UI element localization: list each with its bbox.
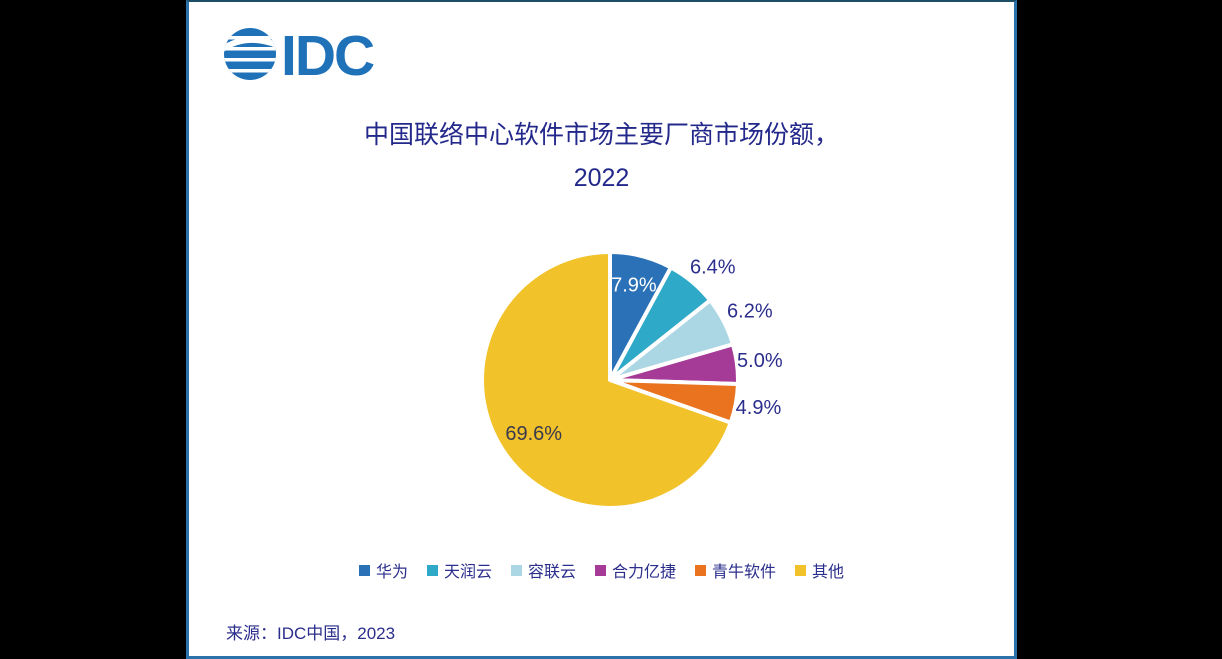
legend-label: 天润云: [443, 564, 492, 581]
legend-item-天润云: 天润云: [426, 558, 492, 582]
pie-label-合力亿捷: 5.0%: [737, 350, 783, 372]
pie-slice-其他: [480, 250, 733, 510]
chart-title-line2: 2022: [573, 164, 630, 192]
legend-item-华为: 华为: [358, 558, 408, 582]
legend-label: 合力亿捷: [612, 564, 677, 581]
legend-label: 青牛软件: [712, 564, 777, 581]
legend-item-青牛软件: 青牛软件: [695, 558, 776, 582]
legend-swatch-icon: [595, 564, 606, 576]
legend-label: 其他: [812, 564, 845, 581]
source-note: 来源：IDC中国，2023: [226, 624, 396, 643]
chart-title: 中国联络中心软件市场主要厂商市场份额， 2022: [189, 114, 1014, 200]
chart-card: IDC 中国联络中心软件市场主要厂商市场份额， 2022 7.9% 6.4% 6.2…: [186, 0, 1017, 659]
idc-logo: IDC: [224, 24, 376, 86]
pie-label-其他: 69.6%: [505, 423, 562, 445]
legend-swatch-icon: [426, 564, 438, 576]
legend-swatch-icon: [695, 564, 707, 576]
pie-label-青牛软件: 4.9%: [736, 397, 782, 419]
chart-legend: 华为 天润云 容联云 合力亿捷 青牛软件 其他: [189, 558, 1014, 582]
legend-label: 容联云: [527, 564, 576, 581]
chart-title-line1: 中国联络中心软件市场主要厂商市场份额，: [363, 121, 839, 149]
legend-item-合力亿捷: 合力亿捷: [595, 558, 676, 582]
legend-swatch-icon: [510, 564, 522, 576]
legend-item-容联云: 容联云: [510, 558, 576, 582]
pie-label-华为: 7.9%: [611, 275, 657, 297]
idc-globe-icon: [224, 28, 276, 80]
legend-item-其他: 其他: [795, 558, 844, 582]
legend-swatch-icon: [358, 564, 370, 576]
legend-label: 华为: [375, 564, 408, 581]
pie-label-容联云: 6.2%: [727, 301, 773, 323]
legend-swatch-icon: [795, 564, 807, 576]
pie-chart: 7.9% 6.4% 6.2% 5.0% 4.9% 69.6%: [480, 250, 783, 510]
pie-label-天润云: 6.4%: [690, 256, 736, 278]
idc-logo-text: IDC: [281, 24, 374, 86]
